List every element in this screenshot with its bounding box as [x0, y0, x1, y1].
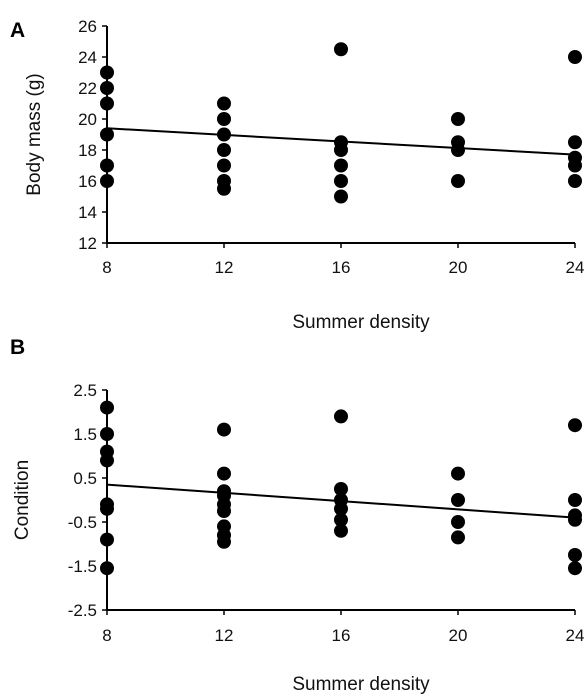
data-point [217, 143, 231, 157]
data-point [100, 453, 114, 468]
data-point [451, 174, 465, 188]
data-point [217, 96, 231, 111]
data-point [568, 548, 582, 562]
y-tick-label: 22 [78, 79, 97, 98]
data-point [568, 135, 582, 150]
y-tick-label: 16 [78, 172, 97, 191]
y-tick-label: 12 [78, 234, 97, 253]
data-point [568, 50, 582, 64]
x-tick-label: 8 [102, 258, 111, 277]
y-tick-label: 24 [78, 48, 97, 67]
panel-a-body-mass: A 12 14 16 18 20 22 24 26 8 12 16 20 24 Summer density… [10, 17, 584, 333]
y-axis-title: Condition [12, 460, 33, 540]
trend-line [106, 483, 576, 519]
x-tick-label: 12 [215, 626, 234, 645]
data-point [217, 504, 231, 518]
y-tick-label: 2.5 [73, 381, 97, 400]
data-point [334, 512, 348, 527]
data-point [100, 400, 114, 415]
x-tick-label: 20 [449, 626, 468, 645]
data-point [451, 466, 465, 481]
x-axis-title: Summer density [292, 674, 430, 695]
data-point [334, 501, 348, 516]
data-point [100, 501, 114, 516]
data-point [568, 158, 582, 173]
data-point [334, 143, 348, 157]
data-point [334, 42, 348, 57]
y-tick-label: 14 [78, 203, 97, 222]
y-tick-label: 18 [78, 141, 97, 160]
x-axis-title: Summer density [292, 312, 430, 333]
data-point [334, 409, 348, 424]
data-point [334, 158, 348, 173]
x-tick-label: 24 [566, 626, 585, 645]
data-point [334, 174, 348, 188]
data-point [568, 512, 582, 527]
x-tick-label: 16 [332, 258, 351, 277]
y-tick-label: 0.5 [73, 469, 97, 488]
data-point [568, 418, 582, 433]
data-point [568, 561, 582, 576]
y-tick-label: -2.5 [68, 601, 97, 620]
x-tick-label: 24 [566, 258, 585, 277]
trend-line [106, 127, 576, 156]
data-point [217, 534, 231, 549]
data-point [100, 158, 114, 173]
data-point [334, 189, 348, 204]
y-tick-label: 1.5 [73, 425, 97, 444]
data-point [100, 127, 114, 142]
data-point [100, 561, 114, 576]
data-point [334, 482, 348, 496]
data-point [451, 143, 465, 157]
x-tick-label: 16 [332, 626, 351, 645]
data-point [334, 523, 348, 538]
y-tick-label: 26 [78, 17, 97, 36]
data-point [100, 65, 114, 80]
data-point [100, 96, 114, 111]
x-tick-label: 20 [449, 258, 468, 277]
data-point [217, 112, 231, 126]
data-point [568, 493, 582, 507]
data-point [451, 112, 465, 126]
x-tick-label: 8 [102, 626, 111, 645]
data-point [217, 422, 231, 437]
data-point [217, 158, 231, 173]
data-point [100, 174, 114, 188]
panel-label: A [10, 19, 25, 42]
y-tick-label: -0.5 [68, 513, 97, 532]
x-tick-label: 12 [215, 258, 234, 277]
panel-label: B [10, 336, 25, 359]
data-point [100, 427, 114, 441]
data-point [100, 532, 114, 547]
y-axis-title: Body mass (g) [24, 73, 45, 195]
y-tick-label: 20 [78, 110, 97, 129]
panel-b-condition: B -2.5 -1.5 -0.5 0.5 1.5 2.5 8 12 16 20 24 Summer de… [10, 336, 584, 695]
data-point [100, 81, 114, 95]
y-tick-label: -1.5 [68, 557, 97, 576]
data-point [217, 181, 231, 196]
data-point [451, 515, 465, 529]
data-point [451, 530, 465, 545]
data-point [451, 493, 465, 507]
data-point [217, 466, 231, 481]
data-point [568, 174, 582, 188]
